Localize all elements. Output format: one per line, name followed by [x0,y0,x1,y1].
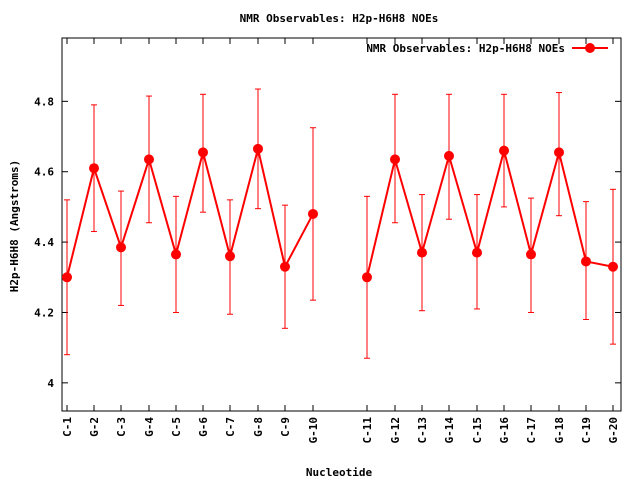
chart-title: NMR Observables: H2p-H6H8 NOEs [240,12,439,25]
y-axis-label: H2p-H6H8 (Angstroms) [8,160,21,292]
x-tick-label: C-15 [471,417,484,444]
data-point [554,147,564,158]
x-tick-label: G-20 [607,417,620,444]
data-point [499,145,509,156]
data-point [225,251,235,262]
x-tick-label: C-13 [416,417,429,444]
data-point [89,163,99,174]
x-tick-label: G-12 [389,417,402,444]
y-tick-label: 4.4 [34,236,54,249]
series-line [66,148,314,278]
data-point [581,256,591,267]
data-point [608,261,618,272]
x-tick-label: C-1 [61,417,74,437]
data-point [280,261,290,272]
x-tick-label: G-2 [88,417,101,437]
x-tick-label: G-4 [143,417,156,437]
data-point [116,242,126,253]
x-tick-label: G-10 [307,417,320,444]
x-tick-label: C-3 [115,417,128,437]
x-tick-label: G-6 [197,417,210,437]
x-tick-label: C-5 [170,417,183,437]
data-point [171,249,181,260]
x-tick-label: C-19 [580,417,593,444]
data-point [144,154,154,165]
y-tick-label: 4.8 [34,95,54,108]
x-tick-label: G-14 [443,417,456,444]
x-axis: C-1 G-2 C-3 G-4 C-5 G-6 C-7 G-8 C-9 G-10 C-11 G-12 C… [61,38,620,444]
x-tick-label: C-17 [525,417,538,444]
data-point [472,247,482,258]
data-point [390,154,400,165]
data-point [444,150,454,161]
x-tick-label: G-16 [498,417,511,444]
x-tick-label: G-18 [553,417,566,444]
y-axis: 4 4.2 4.4 4.6 4.8 [34,95,621,390]
data-point [308,208,318,219]
x-tick-label: C-11 [361,417,374,444]
data-point [362,272,372,283]
series-group [62,88,618,359]
legend-label: NMR Observables: H2p-H6H8 NOEs [366,42,565,55]
plot-frame [61,37,622,412]
data-point [198,147,208,158]
x-axis-label: Nucleotide [306,466,373,479]
y-tick-label: 4.2 [34,306,54,319]
x-tick-label: C-9 [279,417,292,437]
data-point [417,247,427,258]
data-point [62,272,72,283]
legend-marker [585,43,595,53]
x-tick-label: C-7 [224,417,237,437]
y-tick-label: 4.6 [34,166,54,179]
y-tick-label: 4 [47,377,54,390]
series-line [366,146,614,278]
data-point [526,249,536,260]
data-point [253,143,263,154]
x-tick-label: G-8 [252,417,265,437]
legend: NMR Observables: H2p-H6H8 NOEs [366,42,608,55]
